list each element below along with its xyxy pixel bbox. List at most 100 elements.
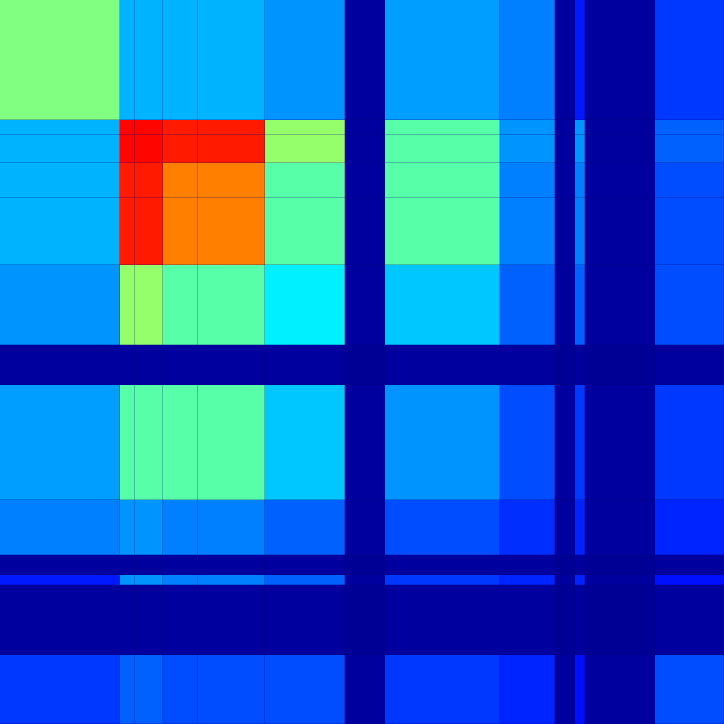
heatmap-cell-B10-B2 <box>120 555 135 575</box>
heatmap-cell-B9-B1 <box>0 500 120 555</box>
heatmap-cell-B7-B2 <box>120 345 135 385</box>
heatmap-cell-B4-B7 <box>345 163 385 198</box>
heatmap-cell-B13-B7 <box>345 655 385 724</box>
heatmap-cell-B6-B9 <box>500 265 555 345</box>
heatmap-cell-B8-B7 <box>345 385 385 500</box>
heatmap-cell-B3-B6 <box>265 135 345 163</box>
heatmap-cell-B2-B7 <box>345 120 385 135</box>
heatmap-cell-B8-B8 <box>385 385 500 500</box>
heatmap-cell-B13-B9 <box>500 655 555 724</box>
heatmap-cell-B10-B7 <box>345 555 385 575</box>
heatmap-cell-B4-B12 <box>585 163 655 198</box>
heatmap-cell-B3-B1 <box>0 135 120 163</box>
heatmap-cell-B7-B9 <box>500 345 555 385</box>
heatmap-cell-B7-B5 <box>198 345 265 385</box>
heatmap-cell-B2-B6 <box>265 120 345 135</box>
heatmap-cell-B12-B12 <box>585 585 655 655</box>
heatmap-cell-B4-B13 <box>655 163 724 198</box>
heatmap-cell-B6-B13 <box>655 265 724 345</box>
heatmap-cell-B13-B2 <box>120 655 135 724</box>
heatmap-cell-B8-B5 <box>198 385 265 500</box>
heatmap-cell-B6-B1 <box>0 265 120 345</box>
heatmap-cell-B10-B10 <box>555 555 575 575</box>
heatmap-cell-B7-B4 <box>163 345 198 385</box>
heatmap-cell-B7-B3 <box>135 345 163 385</box>
heatmap-cell-B7-B10 <box>555 345 575 385</box>
heatmap-cell-B11-B5 <box>198 575 265 585</box>
heatmap-cell-B11-B11 <box>575 575 585 585</box>
heatmap-cell-B3-B5 <box>198 135 265 163</box>
heatmap-cell-B13-B12 <box>585 655 655 724</box>
heatmap-cell-B6-B7 <box>345 265 385 345</box>
heatmap-cell-B5-B4 <box>163 198 198 265</box>
heatmap-cell-B9-B2 <box>120 500 135 555</box>
heatmap-cell-B4-B8 <box>385 163 500 198</box>
heatmap-cell-B5-B7 <box>345 198 385 265</box>
heatmap-cell-B13-B8 <box>385 655 500 724</box>
block-separator-h-B9 <box>0 554 724 555</box>
heatmap-cell-B11-B2 <box>120 575 135 585</box>
heatmap-cell-B1-B8 <box>385 0 500 120</box>
heatmap-cell-B6-B11 <box>575 265 585 345</box>
heatmap-cell-B11-B10 <box>555 575 575 585</box>
heatmap-cell-B9-B8 <box>385 500 500 555</box>
heatmap-cell-B4-B9 <box>500 163 555 198</box>
heatmap-cell-B10-B4 <box>163 555 198 575</box>
block-separator-h-B8 <box>0 499 724 500</box>
heatmap-cell-B1-B10 <box>555 0 575 120</box>
heatmap-cell-B4-B4 <box>163 163 198 198</box>
heatmap-cell-B10-B8 <box>385 555 500 575</box>
heatmap-cell-B9-B4 <box>163 500 198 555</box>
block-separator-v-B12 <box>654 0 655 724</box>
heatmap-cell-B5-B8 <box>385 198 500 265</box>
heatmap-cell-B5-B2 <box>120 198 135 265</box>
heatmap-cell-B7-B8 <box>385 345 500 385</box>
heatmap-cell-B9-B7 <box>345 500 385 555</box>
heatmap-cell-B8-B3 <box>135 385 163 500</box>
heatmap-cell-B5-B3 <box>135 198 163 265</box>
heatmap-cell-B1-B7 <box>345 0 385 120</box>
heatmap-cell-B10-B9 <box>500 555 555 575</box>
heatmap-cell-B2-B1 <box>0 120 120 135</box>
heatmap-cell-B12-B4 <box>163 585 198 655</box>
heatmap-cell-B2-B8 <box>385 120 500 135</box>
heatmap-cell-B1-B1 <box>0 0 120 120</box>
heatmap-cell-B6-B8 <box>385 265 500 345</box>
heatmap-cell-B4-B3 <box>135 163 163 198</box>
heatmap-cell-B9-B13 <box>655 500 724 555</box>
heatmap-cell-B9-B5 <box>198 500 265 555</box>
heatmap-cell-B3-B7 <box>345 135 385 163</box>
heatmap-cell-B11-B1 <box>0 575 120 585</box>
heatmap-cell-B12-B13 <box>655 585 724 655</box>
heatmap-cell-B11-B6 <box>265 575 345 585</box>
heatmap-cell-B11-B4 <box>163 575 198 585</box>
heatmap-cell-B11-B12 <box>585 575 655 585</box>
heatmap-cell-B2-B2 <box>120 120 135 135</box>
heatmap-cell-B6-B6 <box>265 265 345 345</box>
heatmap-cell-B1-B5 <box>198 0 265 120</box>
heatmap-cell-B3-B8 <box>385 135 500 163</box>
heatmap-cell-B6-B2 <box>120 265 135 345</box>
heatmap-cell-B5-B9 <box>500 198 555 265</box>
heatmap-cell-B11-B7 <box>345 575 385 585</box>
heatmap-cell-B2-B10 <box>555 120 575 135</box>
heatmap-cell-B4-B11 <box>575 163 585 198</box>
heatmap-cell-B5-B5 <box>198 198 265 265</box>
heatmap-cell-B2-B13 <box>655 120 724 135</box>
heatmap-cell-B11-B9 <box>500 575 555 585</box>
heatmap-cell-B4-B1 <box>0 163 120 198</box>
heatmap-cell-B1-B3 <box>135 0 163 120</box>
block-separator-h-B11 <box>0 584 724 585</box>
heatmap-cell-B3-B13 <box>655 135 724 163</box>
heatmap-cell-B11-B3 <box>135 575 163 585</box>
heatmap-cell-B12-B2 <box>120 585 135 655</box>
heatmap-cell-B6-B4 <box>163 265 198 345</box>
heatmap-cell-B9-B12 <box>585 500 655 555</box>
heatmap-cell-B4-B5 <box>198 163 265 198</box>
heatmap-cell-B10-B12 <box>585 555 655 575</box>
heatmap-cell-B8-B10 <box>555 385 575 500</box>
heatmap-cell-B9-B10 <box>555 500 575 555</box>
heatmap-cell-B8-B2 <box>120 385 135 500</box>
heatmap-cell-B5-B1 <box>0 198 120 265</box>
heatmap-cell-B13-B3 <box>135 655 163 724</box>
